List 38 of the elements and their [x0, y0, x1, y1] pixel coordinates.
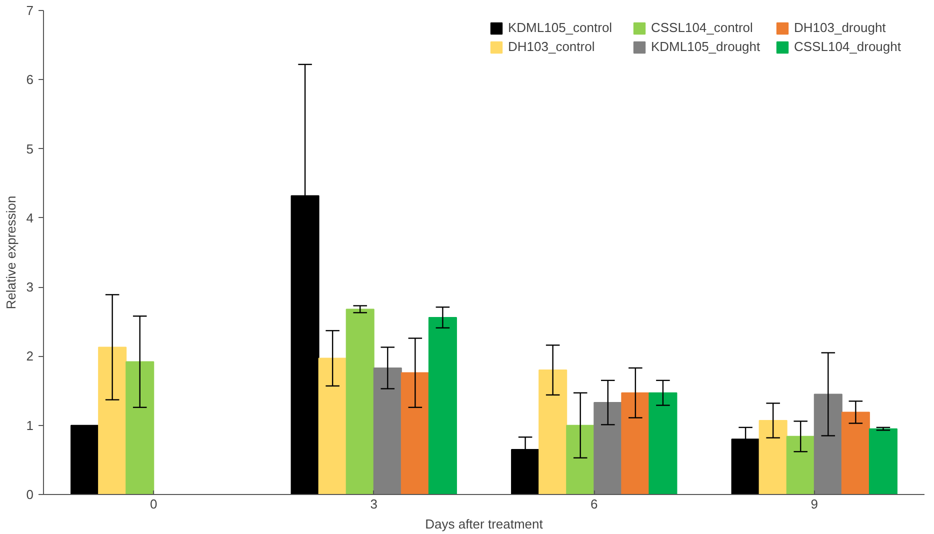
bar	[428, 316, 457, 494]
legend-label: CSSL104_drought	[794, 39, 902, 54]
y-tick-label: 2	[26, 348, 34, 364]
y-tick-label: 0	[26, 487, 34, 502]
x-axis-title: Days after treatment	[425, 516, 544, 532]
y-tick-label: 4	[26, 210, 34, 226]
bar	[70, 424, 100, 494]
bar	[373, 367, 402, 494]
legend-label: DH103_drought	[794, 20, 887, 35]
x-tick-label: 3	[370, 496, 378, 512]
legend-label: KDML105_drought	[651, 39, 762, 54]
y-axis-title: Relative expression	[3, 196, 18, 310]
bar	[566, 424, 595, 494]
x-tick-label: 9	[810, 496, 818, 512]
legend-label: KDML105_control	[508, 20, 614, 35]
bar	[594, 402, 622, 494]
bar	[648, 392, 678, 494]
bar	[868, 428, 898, 494]
bar	[814, 394, 842, 494]
bar	[98, 346, 127, 494]
bar	[346, 308, 374, 494]
bar	[841, 412, 870, 494]
bar	[538, 370, 568, 494]
x-tick-label: 0	[150, 496, 158, 512]
y-tick-label: 1	[26, 418, 34, 433]
bar	[758, 420, 788, 494]
y-tick-label: 3	[26, 280, 34, 295]
legend-label: DH103_control	[508, 39, 596, 54]
bar	[621, 392, 650, 494]
bar	[400, 372, 430, 494]
legend-label: CSSL104_control	[651, 20, 754, 35]
x-tick-label: 6	[590, 496, 598, 512]
bar	[318, 358, 347, 494]
bar	[126, 361, 154, 494]
y-tick-label: 6	[26, 72, 34, 88]
y-tick-label: 5	[26, 141, 34, 156]
y-tick-label: 7	[26, 3, 34, 18]
bar	[786, 436, 815, 494]
